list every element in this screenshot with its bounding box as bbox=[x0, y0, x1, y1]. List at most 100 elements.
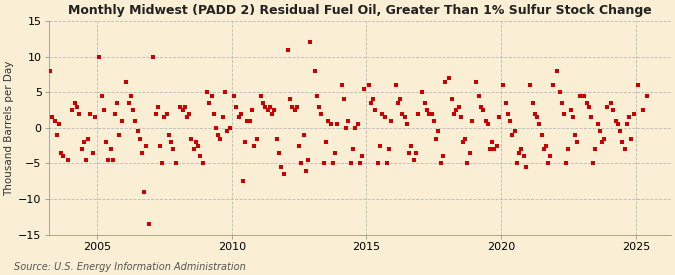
Point bbox=[262, 108, 273, 112]
Point bbox=[346, 161, 356, 166]
Point bbox=[314, 104, 325, 109]
Point bbox=[300, 168, 311, 173]
Point bbox=[397, 111, 408, 116]
Point bbox=[282, 47, 293, 52]
Point bbox=[359, 87, 370, 91]
Point bbox=[444, 76, 455, 80]
Point bbox=[628, 111, 639, 116]
Point bbox=[211, 126, 221, 130]
Point bbox=[608, 108, 619, 112]
Point bbox=[188, 147, 199, 152]
Point bbox=[518, 154, 529, 159]
Point bbox=[99, 108, 109, 112]
Point bbox=[121, 79, 132, 84]
Point bbox=[161, 111, 172, 116]
Point bbox=[622, 122, 632, 127]
Point bbox=[581, 101, 592, 105]
Point bbox=[63, 158, 74, 162]
Point bbox=[323, 119, 333, 123]
Point bbox=[213, 133, 223, 137]
Point bbox=[56, 151, 67, 155]
Point bbox=[137, 151, 148, 155]
Point bbox=[148, 54, 159, 59]
Point bbox=[103, 158, 114, 162]
Point bbox=[642, 94, 653, 98]
Point bbox=[350, 126, 360, 130]
Point bbox=[273, 151, 284, 155]
Point bbox=[67, 108, 78, 112]
Point bbox=[632, 83, 643, 87]
Point bbox=[251, 136, 262, 141]
Point bbox=[256, 94, 267, 98]
Point bbox=[53, 122, 64, 127]
Point bbox=[375, 144, 385, 148]
Point bbox=[480, 119, 491, 123]
Point bbox=[563, 147, 574, 152]
Point bbox=[565, 108, 576, 112]
Point bbox=[193, 144, 204, 148]
Point bbox=[80, 158, 91, 162]
Point bbox=[612, 122, 623, 127]
Point bbox=[222, 129, 233, 134]
Point bbox=[168, 147, 179, 152]
Point bbox=[390, 83, 401, 87]
Point bbox=[383, 147, 394, 152]
Point bbox=[400, 115, 410, 119]
Point bbox=[449, 111, 460, 116]
Point bbox=[124, 101, 134, 105]
Point bbox=[141, 144, 152, 148]
Point bbox=[336, 83, 347, 87]
Point bbox=[368, 97, 379, 101]
Point bbox=[321, 140, 331, 144]
Point bbox=[381, 161, 392, 166]
Point bbox=[112, 101, 123, 105]
Point bbox=[568, 115, 578, 119]
Point bbox=[588, 161, 599, 166]
Point bbox=[163, 133, 174, 137]
Point bbox=[637, 108, 648, 112]
Point bbox=[451, 108, 462, 112]
Point bbox=[117, 119, 128, 123]
Point bbox=[159, 115, 170, 119]
Point bbox=[558, 111, 569, 116]
Point bbox=[128, 108, 138, 112]
Point bbox=[615, 129, 626, 134]
Point bbox=[379, 115, 390, 119]
Point bbox=[458, 140, 468, 144]
Point bbox=[258, 101, 269, 105]
Point bbox=[545, 154, 556, 159]
Point bbox=[453, 104, 464, 109]
Point bbox=[512, 161, 522, 166]
Point bbox=[85, 111, 96, 116]
Point bbox=[578, 94, 589, 98]
Point bbox=[478, 108, 489, 112]
Point bbox=[551, 69, 562, 73]
Point bbox=[107, 158, 118, 162]
Point bbox=[271, 136, 282, 141]
Point bbox=[219, 90, 230, 95]
Point bbox=[246, 108, 257, 112]
Point bbox=[202, 90, 213, 95]
Point bbox=[215, 136, 226, 141]
Point bbox=[431, 136, 441, 141]
Point bbox=[433, 129, 443, 134]
Point bbox=[249, 144, 260, 148]
Point bbox=[269, 108, 279, 112]
Point bbox=[424, 111, 435, 116]
Point bbox=[70, 101, 80, 105]
Point bbox=[153, 104, 163, 109]
Point bbox=[184, 111, 194, 116]
Point bbox=[437, 154, 448, 159]
Point bbox=[182, 115, 192, 119]
Point bbox=[377, 111, 387, 116]
Point bbox=[592, 122, 603, 127]
Point bbox=[134, 136, 145, 141]
Point bbox=[393, 101, 404, 105]
Point bbox=[298, 133, 309, 137]
Point bbox=[209, 111, 219, 116]
Point bbox=[619, 147, 630, 152]
Point bbox=[51, 133, 62, 137]
Point bbox=[58, 154, 69, 159]
Point bbox=[275, 165, 286, 169]
Point bbox=[460, 136, 470, 141]
